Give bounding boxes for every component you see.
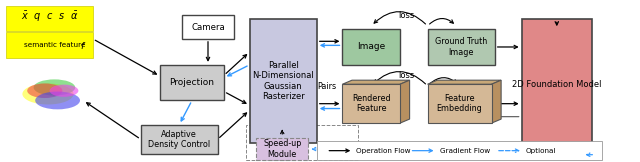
Text: $\bar{x}$  $q$  $c$  $s$  $\bar{\alpha}$: $\bar{x}$ $q$ $c$ $s$ $\bar{\alpha}$: [21, 10, 79, 24]
Ellipse shape: [22, 83, 74, 104]
FancyBboxPatch shape: [160, 65, 224, 100]
FancyBboxPatch shape: [342, 29, 400, 65]
Text: semantic feature: semantic feature: [24, 42, 86, 48]
Polygon shape: [428, 80, 501, 84]
FancyBboxPatch shape: [428, 29, 495, 65]
Text: Image: Image: [357, 42, 385, 52]
Ellipse shape: [28, 83, 63, 98]
Text: Pairs: Pairs: [317, 82, 336, 91]
Text: Operation Flow: Operation Flow: [356, 148, 411, 154]
FancyBboxPatch shape: [522, 19, 592, 149]
FancyBboxPatch shape: [6, 32, 93, 58]
Text: 2D Foundation Model: 2D Foundation Model: [512, 80, 602, 89]
FancyBboxPatch shape: [428, 84, 492, 123]
Text: Parallel
N-Dimensional
Gaussian
Rasterizer: Parallel N-Dimensional Gaussian Rasteriz…: [252, 61, 314, 101]
Text: Rendered
Feature: Rendered Feature: [352, 94, 390, 113]
Text: loss: loss: [398, 11, 415, 20]
Text: loss: loss: [398, 71, 415, 80]
Ellipse shape: [35, 92, 80, 109]
Ellipse shape: [34, 79, 76, 96]
Polygon shape: [400, 80, 410, 123]
Text: Feature
Embedding: Feature Embedding: [436, 94, 483, 113]
Ellipse shape: [50, 85, 79, 97]
FancyBboxPatch shape: [342, 84, 400, 123]
Text: Projection: Projection: [170, 78, 214, 87]
Text: Camera: Camera: [191, 23, 225, 32]
Text: $f$: $f$: [80, 40, 86, 51]
FancyBboxPatch shape: [141, 125, 218, 154]
FancyBboxPatch shape: [256, 138, 308, 160]
Text: Speed-up
Module: Speed-up Module: [263, 139, 301, 159]
FancyBboxPatch shape: [6, 6, 93, 31]
FancyBboxPatch shape: [182, 15, 234, 39]
Text: Adaptive
Density Control: Adaptive Density Control: [148, 130, 211, 149]
Polygon shape: [342, 80, 410, 84]
Text: Gradient Flow: Gradient Flow: [440, 148, 490, 154]
Polygon shape: [492, 80, 501, 123]
Text: Ground Truth
Image: Ground Truth Image: [435, 37, 487, 57]
FancyBboxPatch shape: [250, 19, 317, 143]
Text: Optional: Optional: [526, 148, 556, 154]
FancyBboxPatch shape: [317, 141, 602, 160]
